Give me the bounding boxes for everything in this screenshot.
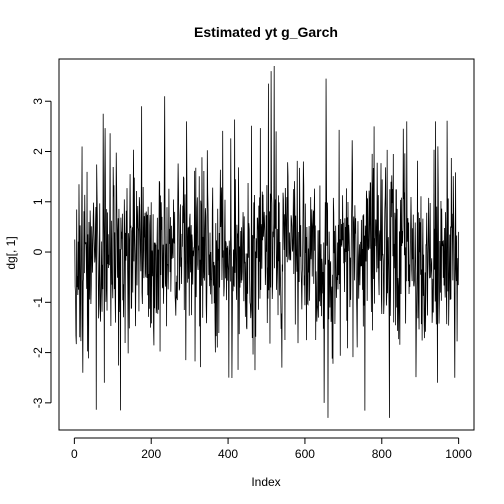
x-tick-label: 1000 <box>445 447 472 461</box>
y-tick-label: 3 <box>31 98 45 105</box>
y-tick-label: -2 <box>31 347 45 358</box>
series-line <box>74 66 460 418</box>
y-axis-label: dg[, 1] <box>4 236 18 269</box>
x-tick-label: 0 <box>71 447 78 461</box>
x-tick-label: 600 <box>295 447 315 461</box>
y-tick-label: 0 <box>31 248 45 255</box>
y-tick-label: -3 <box>31 397 45 408</box>
x-tick-label: 200 <box>141 447 161 461</box>
series-line-group <box>74 66 460 418</box>
x-axis: 0 200 400 600 800 1000 <box>71 437 472 461</box>
y-tick-label: 1 <box>31 198 45 205</box>
y-tick-label: 2 <box>31 148 45 155</box>
x-tick-label: 400 <box>218 447 238 461</box>
y-tick-label: -1 <box>31 297 45 308</box>
plot-frame <box>58 58 475 431</box>
chart-title: Estimated yt g_Garch <box>194 24 338 40</box>
y-axis: -3 -2 -1 0 1 2 3 <box>31 98 52 408</box>
x-tick-label: 800 <box>372 447 392 461</box>
x-axis-label: Index <box>251 475 280 489</box>
